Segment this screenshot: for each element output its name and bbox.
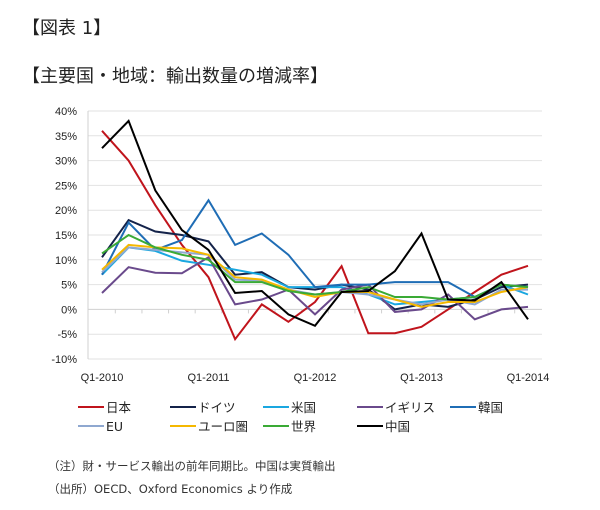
x-tick-label: Q1-2014 xyxy=(507,372,550,384)
series-line-ドイツ xyxy=(101,218,529,311)
y-tick-label: 25% xyxy=(55,180,77,192)
y-tick-label: 0% xyxy=(61,304,77,316)
y-tick-label: 20% xyxy=(55,205,77,217)
series-line-中国 xyxy=(101,119,529,328)
legend-label: ユーロ圏 xyxy=(198,419,248,434)
y-tick-label: 15% xyxy=(55,230,77,242)
legend-label: 韓国 xyxy=(478,400,503,415)
x-tick-label: Q1-2010 xyxy=(81,372,124,384)
series-line-ユーロ圏 xyxy=(101,243,529,308)
y-tick-label: -5% xyxy=(57,329,77,341)
x-tick-label: Q1-2012 xyxy=(294,372,337,384)
legend-label: イギリス xyxy=(385,400,435,415)
legend-label: 世界 xyxy=(291,419,317,434)
legend-label: 日本 xyxy=(106,400,132,415)
source-text: （出所）OECD、Oxford Economics より作成 xyxy=(48,482,293,496)
legend-label: 米国 xyxy=(291,400,316,415)
y-tick-label: 10% xyxy=(55,255,77,267)
series-line-EU xyxy=(101,246,528,306)
y-tick-label: 40% xyxy=(55,106,77,118)
chart-title: 【主要国・地域：輸出数量の増減率】 xyxy=(22,66,328,87)
x-tick-label: Q1-2011 xyxy=(188,372,230,384)
series-line-米国 xyxy=(101,246,529,306)
legend-label: EU xyxy=(106,419,123,434)
legend-label: 中国 xyxy=(385,419,410,434)
figure-label: 【図表 1】 xyxy=(22,18,112,39)
y-tick-label: 30% xyxy=(55,156,77,168)
legend-label: ドイツ xyxy=(198,400,236,415)
note-text: （注）財・サービス輸出の前年同期比。中国は実質輸出 xyxy=(48,459,336,473)
y-tick-label: 5% xyxy=(61,280,77,292)
y-tick-label: -10% xyxy=(51,354,77,366)
series-line-イギリス xyxy=(101,255,529,321)
series-line-韓国 xyxy=(101,198,529,299)
series-line-世界 xyxy=(101,233,529,301)
y-tick-label: 35% xyxy=(55,131,77,143)
x-tick-label: Q1-2013 xyxy=(400,372,443,384)
